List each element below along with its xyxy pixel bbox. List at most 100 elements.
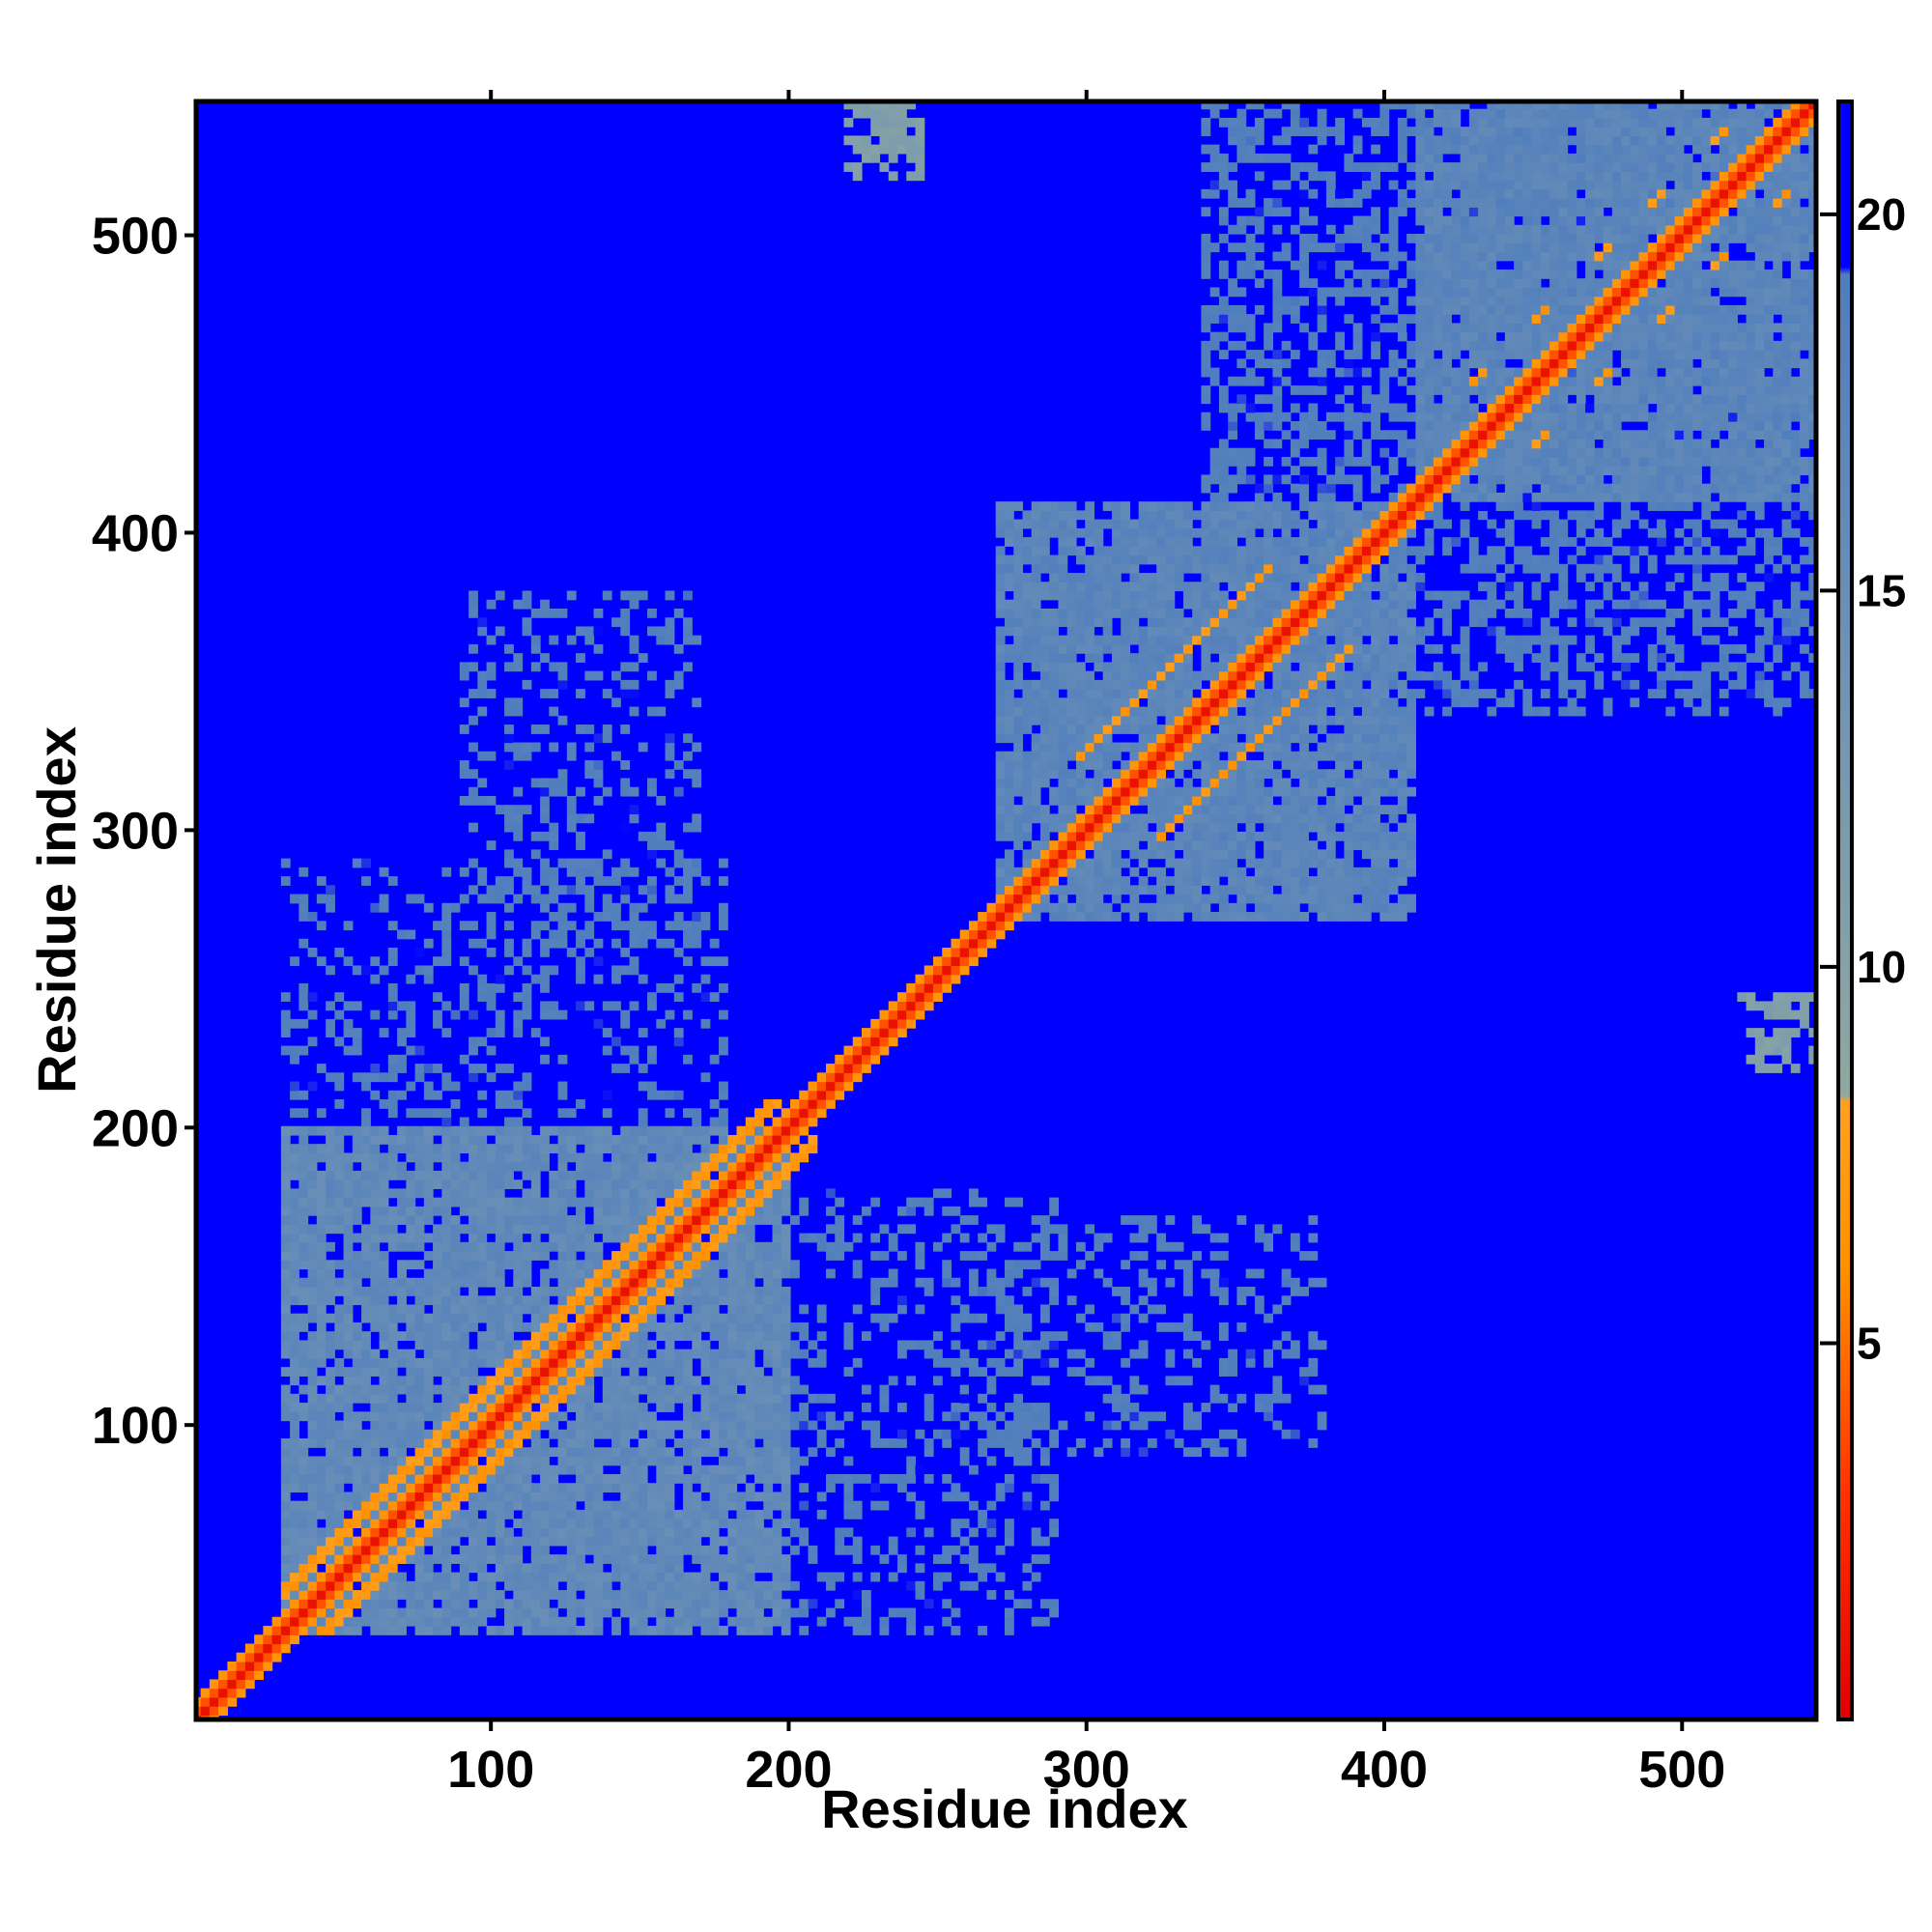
heatmap-cell [566, 1519, 577, 1528]
heatmap-cell [540, 1616, 550, 1627]
heatmap-cell [469, 1626, 478, 1635]
heatmap-cell [816, 1233, 827, 1243]
heatmap-cell [316, 1152, 327, 1163]
heatmap-cell [1058, 653, 1068, 663]
heatmap-cell [754, 1411, 764, 1422]
heatmap-cell [656, 1384, 667, 1395]
heatmap-cell [736, 1403, 747, 1412]
heatmap-cell [727, 1438, 738, 1448]
heatmap-cell [968, 1563, 979, 1574]
heatmap-cell [1039, 867, 1050, 877]
heatmap-cell [530, 1295, 541, 1306]
heatmap-cell [647, 1090, 657, 1100]
heatmap-cell [469, 742, 478, 753]
heatmap-cell [1004, 1295, 1014, 1306]
heatmap-cell [1085, 867, 1095, 877]
heatmap-cell [584, 1144, 595, 1154]
heatmap-cell [745, 1224, 755, 1235]
heatmap-cell [549, 1527, 559, 1538]
heatmap-cell [602, 1456, 612, 1466]
heatmap-cell [549, 1268, 559, 1279]
heatmap-cell [673, 1090, 684, 1100]
heatmap-cell [843, 1072, 854, 1083]
heatmap-cell [1121, 1287, 1131, 1296]
heatmap-cell [397, 1144, 407, 1154]
heatmap-cell [522, 1108, 532, 1119]
heatmap-cell [700, 1411, 711, 1422]
heatmap-cell [763, 1321, 774, 1332]
heatmap-cell [326, 885, 335, 895]
heatmap-cell [522, 1197, 532, 1208]
heatmap-cell [1004, 1420, 1014, 1431]
heatmap-cell [566, 1580, 577, 1591]
heatmap-cell [290, 1241, 299, 1252]
heatmap-cell [406, 929, 416, 940]
heatmap-cell [469, 1170, 478, 1180]
heatmap-cell [1039, 760, 1050, 770]
heatmap-cell [1102, 867, 1113, 877]
heatmap-cell [951, 956, 961, 967]
heatmap-cell [1022, 697, 1033, 708]
heatmap-cell [406, 1009, 416, 1020]
heatmap-cell [620, 662, 631, 672]
heatmap-cell [361, 1500, 371, 1511]
heatmap-cell [656, 1420, 667, 1431]
heatmap-cell [343, 1599, 354, 1609]
heatmap-cell [745, 1384, 755, 1395]
heatmap-cell [1039, 706, 1050, 717]
heatmap-cell [486, 1331, 497, 1342]
heatmap-cell [352, 1188, 362, 1199]
heatmap-cell [986, 1519, 997, 1528]
heatmap-cell [816, 1411, 827, 1422]
heatmap-cell [727, 1393, 738, 1404]
heatmap-cell [1085, 786, 1095, 797]
heatmap-cell [736, 1125, 747, 1136]
heatmap-cell [799, 1456, 810, 1466]
heatmap-cell [1013, 778, 1024, 788]
heatmap-cell [638, 1438, 648, 1448]
heatmap-cell [414, 1064, 425, 1073]
heatmap-cell [754, 1403, 764, 1412]
heatmap-cell [629, 689, 639, 698]
heatmap-cell [549, 1616, 559, 1627]
heatmap-cell [602, 1527, 612, 1538]
heatmap-cell [566, 1251, 577, 1261]
heatmap-cell [593, 1519, 604, 1528]
heatmap-cell [557, 1626, 568, 1635]
heatmap-cell [647, 1536, 657, 1547]
heatmap-cell [477, 1420, 488, 1431]
heatmap-cell [566, 590, 577, 601]
heatmap-cell [745, 1313, 755, 1323]
heatmap-cell [620, 1483, 631, 1493]
heatmap-cell [540, 1393, 550, 1404]
heatmap-cell [495, 1331, 505, 1342]
heatmap-cell [1066, 813, 1077, 824]
heatmap-cell [1039, 902, 1050, 913]
heatmap-cell [459, 1268, 469, 1279]
heatmap-cell [915, 1590, 925, 1600]
heatmap-cell [879, 1500, 890, 1511]
heatmap-cell [861, 1473, 871, 1484]
heatmap-cell [549, 1331, 559, 1342]
heatmap-cell [602, 1580, 612, 1591]
heatmap-cell [522, 1260, 532, 1270]
heatmap-cell [923, 965, 934, 976]
heatmap-cell [683, 1438, 693, 1448]
heatmap-cell [602, 1108, 612, 1119]
heatmap-cell [906, 1376, 917, 1386]
heatmap-cell [629, 1197, 639, 1208]
heatmap-cell [1094, 554, 1104, 565]
heatmap-cell [593, 1295, 604, 1306]
heatmap-cell [584, 1224, 595, 1235]
heatmap-cell [1013, 902, 1024, 913]
heatmap-cell [495, 1554, 505, 1564]
heatmap-cell [352, 1563, 362, 1574]
heatmap-cell [298, 982, 309, 993]
heatmap-cell [1075, 742, 1086, 753]
heatmap-cell [719, 1492, 728, 1502]
heatmap-cell [745, 1197, 755, 1208]
heatmap-cell [1022, 1456, 1033, 1466]
heatmap-cell [513, 1384, 524, 1395]
heatmap-cell [486, 921, 497, 931]
heatmap-cell [700, 1607, 711, 1618]
